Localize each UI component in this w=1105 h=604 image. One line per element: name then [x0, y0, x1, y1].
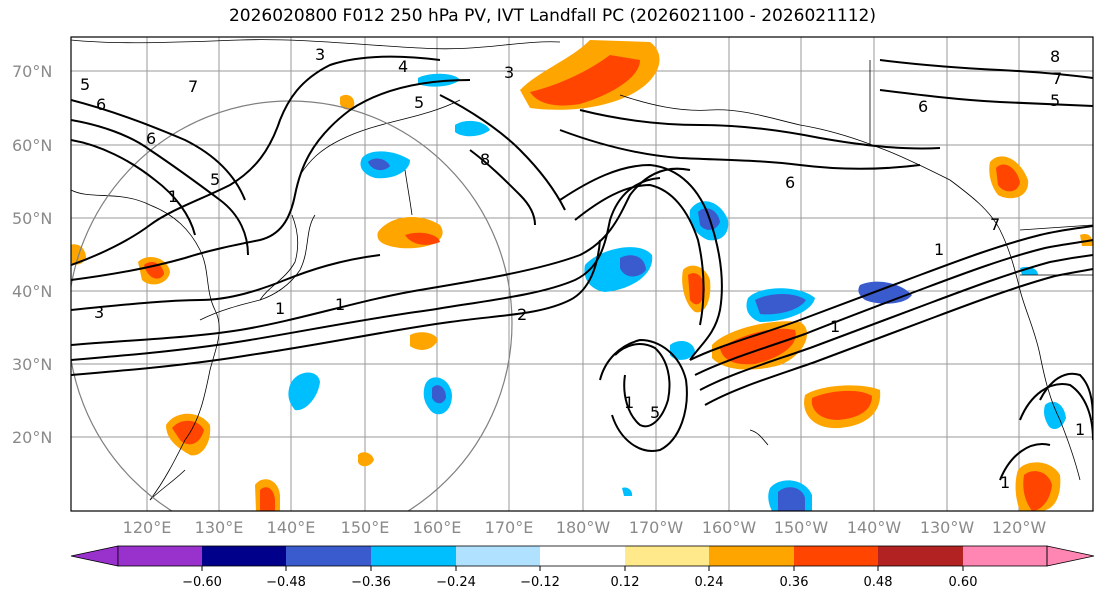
pc-positive-area — [530, 55, 640, 106]
pv-contour-labels: 5 3 4 3 8 5 6 7 5 6 8 5 6 7 1 3 1 1 2 1 … — [80, 45, 1085, 492]
lon-label: 180°W — [555, 518, 611, 537]
map-title: 2026020800 F012 250 hPa PV, IVT Landfall… — [228, 6, 876, 26]
colorbar-segment — [963, 546, 1047, 566]
lat-label: 60°N — [12, 136, 53, 155]
pc-negative-area — [432, 385, 446, 404]
pc-negative-area — [455, 120, 490, 137]
pc-negative-area — [368, 158, 390, 171]
colorbar-segment — [625, 546, 709, 566]
pc-negative-area — [755, 294, 806, 315]
colorbar-tick-label: −0.36 — [351, 575, 391, 590]
contour-label: 1 — [1000, 473, 1010, 492]
pc-positive-area — [688, 273, 705, 305]
contour-label: 7 — [1052, 69, 1062, 88]
map-frame — [70, 36, 1094, 512]
contour-label: 5 — [80, 75, 90, 94]
pc-positive-area — [410, 332, 438, 350]
lon-label: 170°W — [628, 518, 684, 537]
lat-label: 50°N — [12, 209, 53, 228]
lon-label: 130°W — [919, 518, 975, 537]
contour-label: 1 — [624, 393, 634, 412]
contour-label: 1 — [168, 187, 178, 206]
contour-label: 1 — [934, 240, 944, 259]
lon-label: 140°W — [846, 518, 902, 537]
contour-label: 1 — [830, 317, 840, 336]
colorbar-segment — [878, 546, 963, 566]
pc-positive-area — [1080, 234, 1093, 246]
lat-label: 70°N — [12, 62, 53, 81]
pc-positive-area — [358, 452, 374, 467]
colorbar-tick-label: 0.48 — [863, 575, 893, 590]
colorbar-tick-label: −0.24 — [436, 575, 476, 590]
lat-label: 40°N — [12, 282, 53, 301]
contour-label: 8 — [480, 150, 490, 169]
contour-label: 7 — [188, 77, 198, 96]
contour-label: 7 — [990, 215, 1000, 234]
colorbar-tick-label: −0.12 — [520, 575, 560, 590]
colorbar-tick-label: 0.36 — [779, 575, 809, 590]
pc-negative-area — [778, 487, 805, 511]
pc-positive-area — [1023, 471, 1052, 511]
map-content: 5 3 4 3 8 5 6 7 5 6 8 5 6 7 1 3 1 1 2 1 … — [71, 37, 1093, 511]
colorbar-segment — [456, 546, 540, 566]
contour-label: 5 — [210, 170, 220, 189]
lon-label: 150°E — [340, 518, 390, 537]
contour-label: 3 — [94, 303, 104, 322]
contour-label: 5 — [650, 403, 660, 422]
lon-label: 150°W — [773, 518, 829, 537]
contour-label: 3 — [504, 63, 514, 82]
lat-label: 30°N — [12, 355, 53, 374]
contour-label: 1 — [1075, 420, 1085, 439]
lon-label: 170°E — [484, 518, 534, 537]
colorbar-segment — [794, 546, 878, 566]
contour-label: 1 — [335, 295, 345, 314]
contour-label: 4 — [398, 57, 408, 76]
contour-label: 8 — [1050, 47, 1060, 66]
coastlines — [71, 39, 1093, 501]
colorbar-segment — [286, 546, 371, 566]
contour-label: 2 — [517, 305, 527, 324]
pc-negative-area — [620, 255, 646, 277]
pc-positive-area — [405, 232, 440, 245]
lat-label: 20°N — [12, 428, 53, 447]
colorbar-segment — [371, 546, 456, 566]
contour-label: 6 — [918, 97, 928, 116]
colorbar-segment — [540, 546, 625, 566]
colorbar-segment — [118, 546, 202, 566]
lon-label: 160°W — [701, 518, 757, 537]
pc-positive-area — [172, 420, 204, 445]
colorbar-segment — [202, 546, 286, 566]
colorbar-tick-label: 0.60 — [948, 575, 978, 590]
colorbar-extend-min — [70, 545, 119, 567]
contour-label: 6 — [785, 173, 795, 192]
contour-label: 3 — [315, 45, 325, 64]
pc-positive-area — [720, 328, 796, 365]
pc-positive-area — [260, 487, 275, 511]
lon-label: 160°E — [412, 518, 462, 537]
pc-negative-area — [288, 372, 320, 411]
contour-label: 5 — [1050, 91, 1060, 110]
contour-label: 5 — [414, 93, 424, 112]
pv-contours — [71, 55, 1093, 481]
colorbar-tick-label: −0.60 — [182, 575, 222, 590]
colorbar-extend-max — [1046, 545, 1095, 567]
colorbar-tick-label: 0.24 — [694, 575, 724, 590]
colorbar — [70, 545, 1095, 571]
colorbar-segment — [709, 546, 794, 566]
pc-positive-area — [996, 164, 1020, 192]
lon-label: 120°E — [122, 518, 172, 537]
pc-negative-area — [670, 340, 695, 360]
lon-label: 130°E — [194, 518, 244, 537]
lon-label: 140°E — [266, 518, 316, 537]
contour-label: 6 — [146, 129, 156, 148]
pc-negative-area — [622, 487, 633, 496]
colorbar-tick-label: −0.48 — [266, 575, 306, 590]
contour-label: 6 — [96, 95, 106, 114]
pc-positive-area — [811, 390, 872, 420]
colorbar-tick-label: 0.12 — [610, 575, 640, 590]
contour-label: 1 — [275, 299, 285, 318]
lon-label: 120°W — [991, 518, 1047, 537]
pc-positive-area — [340, 94, 355, 110]
